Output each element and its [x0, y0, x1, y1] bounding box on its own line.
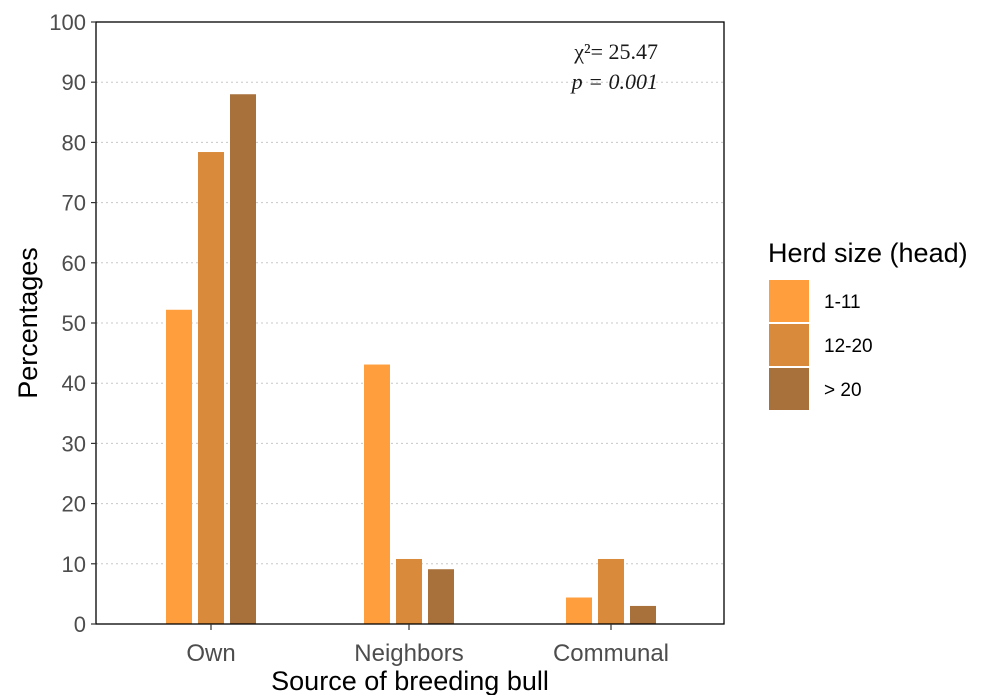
x-axis-title: Source of breeding bull — [271, 666, 549, 695]
legend: Herd size (head) 1-11 12-20 > 20 — [768, 238, 968, 410]
legend-label: > 20 — [824, 380, 862, 401]
legend-key — [769, 324, 809, 366]
y-axis-ticks: 0 10 20 30 40 50 60 70 80 90 100 — [49, 10, 96, 637]
bar-communal-1 — [566, 597, 592, 624]
p-value-annotation: p = 0.001 — [570, 69, 658, 94]
x-axis-ticks: Own Neighbors Communal — [186, 624, 669, 667]
y-tick-label: 50 — [62, 311, 86, 336]
bar-own-1 — [166, 309, 192, 624]
y-tick-label: 70 — [62, 191, 86, 216]
y-tick-label: 80 — [62, 130, 86, 155]
legend-items: 1-11 12-20 > 20 — [769, 280, 873, 410]
y-tick-label: 90 — [62, 70, 86, 95]
x-tick-label: Communal — [553, 640, 669, 667]
y-tick-label: 0 — [74, 612, 86, 637]
legend-label: 1-11 — [824, 292, 861, 313]
legend-title: Herd size (head) — [768, 238, 968, 268]
bar-own-2 — [198, 152, 224, 625]
y-tick-label: 10 — [62, 552, 86, 577]
y-tick-label: 40 — [62, 371, 86, 396]
y-tick-label: 60 — [62, 251, 86, 276]
bar-communal-3 — [630, 605, 656, 624]
bar-communal-2 — [598, 558, 624, 624]
bars — [166, 94, 656, 625]
legend-key — [769, 280, 809, 322]
x-tick-label: Own — [186, 640, 235, 667]
bar-neighbors-2 — [396, 558, 422, 624]
x-tick-label: Neighbors — [354, 640, 463, 667]
legend-key — [769, 368, 809, 410]
bar-neighbors-3 — [428, 569, 454, 624]
legend-label: 12-20 — [824, 336, 873, 357]
y-tick-label: 100 — [49, 10, 86, 35]
y-tick-label: 30 — [62, 431, 86, 456]
chi-square-annotation: χ²= 25.47 — [573, 39, 658, 64]
bar-own-3 — [230, 94, 256, 625]
y-axis-title: Percentages — [13, 247, 43, 399]
y-tick-label: 20 — [62, 492, 86, 517]
bar-neighbors-1 — [364, 364, 390, 624]
